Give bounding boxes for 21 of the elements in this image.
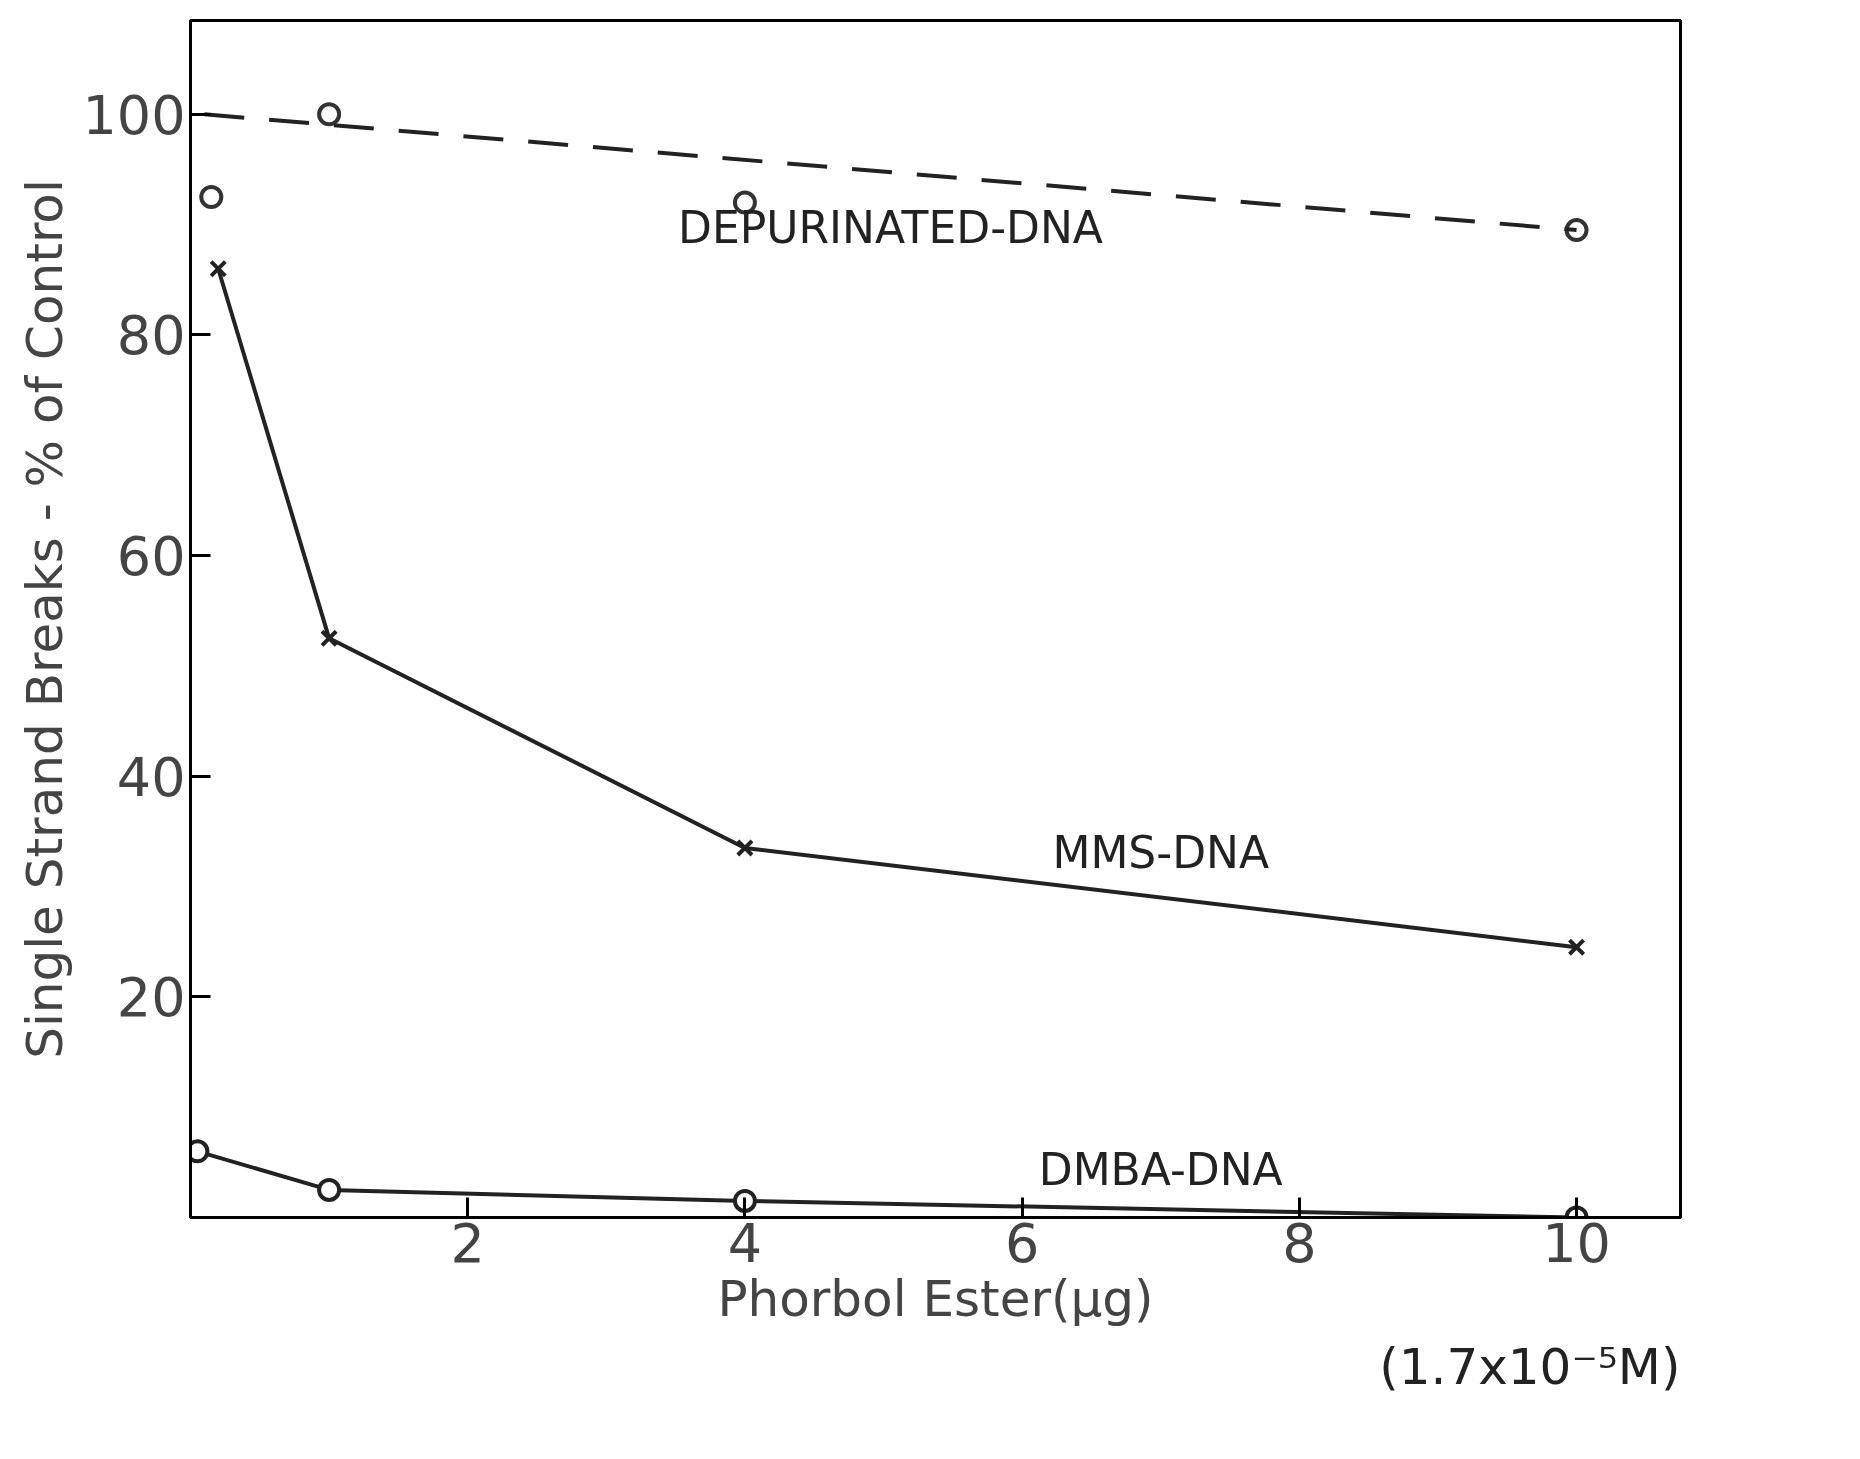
point xyxy=(199,185,224,209)
y-tick-label: 100 xyxy=(82,83,186,147)
point xyxy=(320,629,339,648)
point xyxy=(735,838,754,857)
point xyxy=(209,259,228,278)
y-tick-label: 20 xyxy=(116,966,186,1030)
y-tick-label: 40 xyxy=(116,745,186,809)
series-label: DMBA-DNA xyxy=(1038,1143,1283,1195)
text: (1.7x10⁻⁵M) xyxy=(1379,1337,1681,1396)
series-label: MMS-DNA xyxy=(1052,827,1270,879)
y-tick-label: 80 xyxy=(116,304,186,368)
x-tick-label: 8 xyxy=(1282,1211,1317,1275)
point xyxy=(317,102,342,127)
point xyxy=(1567,938,1586,957)
x-tick-label: 10 xyxy=(1542,1211,1611,1275)
y-axis-title: Single Strand Breaks - % of Control xyxy=(16,179,75,1059)
series-label: DEPURINATED-DNA xyxy=(678,201,1103,253)
x-tick-label: 2 xyxy=(450,1211,485,1275)
y-tick-label: 60 xyxy=(116,525,186,589)
point xyxy=(732,1188,757,1213)
point xyxy=(317,1177,342,1202)
